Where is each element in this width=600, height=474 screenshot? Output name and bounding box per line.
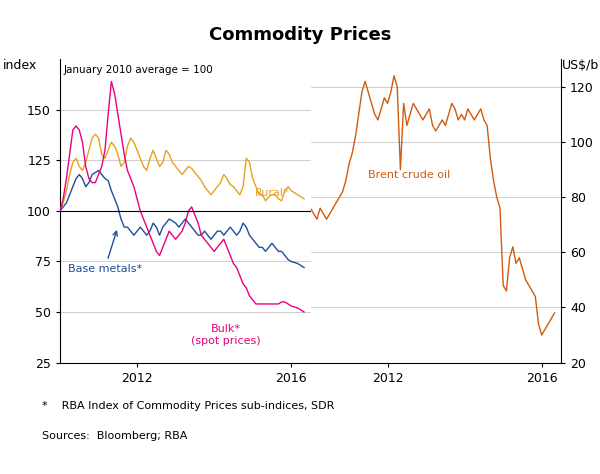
Text: Sources:  Bloomberg; RBA: Sources: Bloomberg; RBA — [42, 431, 187, 441]
Text: US$/b: US$/b — [562, 59, 599, 72]
Text: *    RBA Index of Commodity Prices sub-indices, SDR: * RBA Index of Commodity Prices sub-indi… — [42, 401, 334, 410]
Text: Commodity Prices: Commodity Prices — [209, 26, 391, 44]
Text: January 2010 average = 100: January 2010 average = 100 — [63, 65, 213, 75]
Text: Brent crude oil: Brent crude oil — [368, 170, 451, 180]
Text: Bulk*
(spot prices): Bulk* (spot prices) — [191, 324, 260, 346]
Text: index: index — [3, 59, 37, 72]
Text: Base metals*: Base metals* — [68, 231, 142, 273]
Text: Rural*: Rural* — [254, 188, 289, 198]
